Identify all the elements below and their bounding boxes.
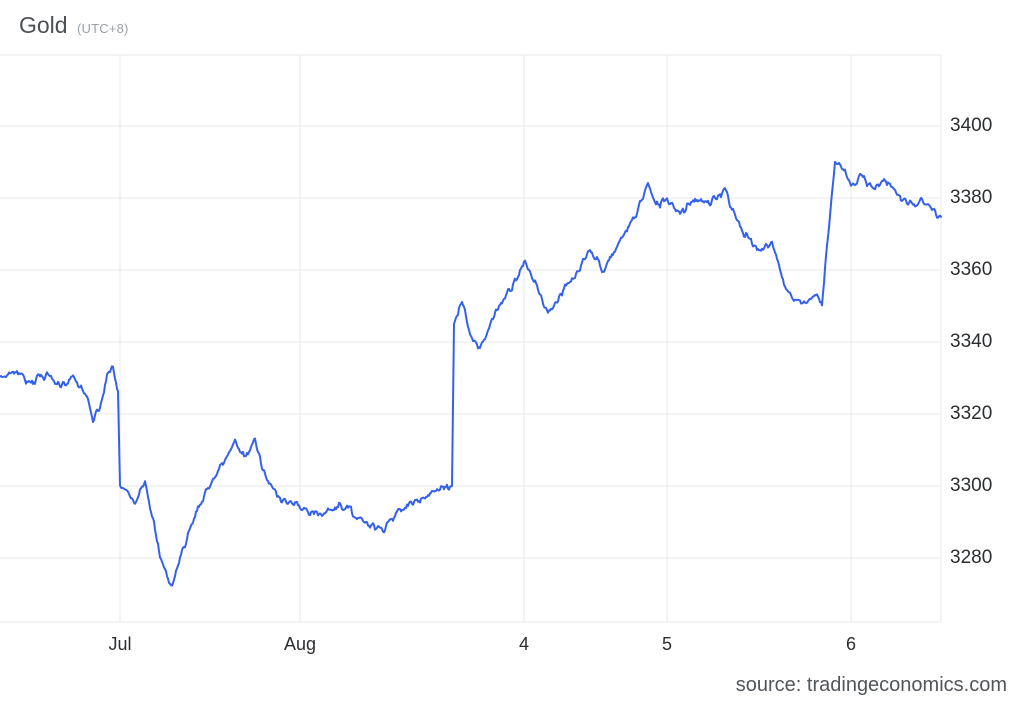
- svg-text:3320: 3320: [950, 403, 992, 424]
- svg-text:3340: 3340: [950, 331, 992, 352]
- svg-text:3300: 3300: [950, 475, 992, 496]
- svg-text:6: 6: [846, 634, 856, 654]
- svg-text:5: 5: [662, 634, 672, 654]
- svg-text:3360: 3360: [950, 259, 992, 280]
- svg-text:Jul: Jul: [108, 634, 131, 654]
- svg-text:Aug: Aug: [284, 634, 316, 654]
- svg-text:3400: 3400: [950, 115, 992, 136]
- svg-text:3280: 3280: [950, 547, 992, 568]
- svg-text:4: 4: [519, 634, 529, 654]
- svg-text:3380: 3380: [950, 187, 992, 208]
